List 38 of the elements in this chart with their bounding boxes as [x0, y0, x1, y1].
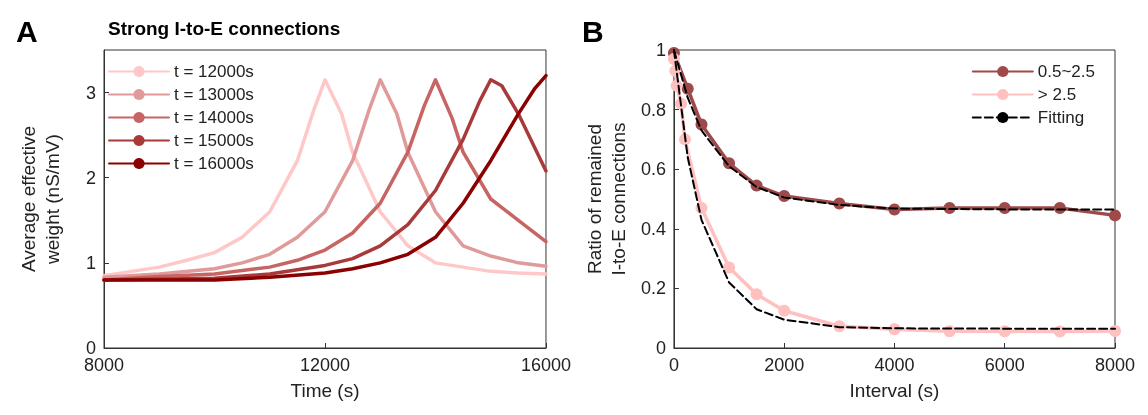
- point: [1109, 325, 1121, 338]
- point: [778, 304, 791, 317]
- y-axis-title: Ratio of remained I-to-E connections: [583, 122, 629, 276]
- x-tick-label: 8000: [83, 355, 125, 375]
- x-tick-label: 16000: [520, 355, 571, 375]
- x-axis-title: Interval (s): [849, 380, 940, 402]
- y-tick-label: 1: [85, 252, 96, 273]
- legend-label: t = 15000s: [174, 131, 254, 150]
- x-tick-label: 0: [668, 355, 679, 375]
- y-tick-label: 0.2: [640, 278, 666, 299]
- text: B: [582, 14, 604, 48]
- legend-label: 0.5~2.5: [1037, 62, 1096, 81]
- x-tick-label: 2000: [764, 355, 805, 375]
- legend-label: t = 13000s: [174, 85, 254, 104]
- point: [750, 288, 763, 301]
- y-tick-label: 0.6: [640, 159, 666, 180]
- y-tick-label: 1: [655, 40, 666, 60]
- y-tick-label: 0.4: [640, 218, 666, 239]
- y-tick-label: 0: [85, 338, 96, 358]
- chart-title: Strong I-to-E connections: [108, 18, 341, 39]
- x-tick-label: 12000: [299, 355, 351, 375]
- y-axis-title: Average effective weight (nS/mV): [17, 125, 63, 273]
- x-tick-label: 8000: [1094, 355, 1136, 375]
- y-tick-label: 2: [85, 167, 96, 188]
- y-tick-label: 0.8: [640, 99, 666, 120]
- x-axis-title: Time (s): [290, 380, 360, 402]
- legend-label: > 2.5: [1037, 85, 1077, 104]
- x-tick-label: 4000: [874, 355, 915, 375]
- y-tick-label: 3: [85, 82, 96, 103]
- text: A: [16, 14, 38, 48]
- x-tick-label: 6000: [984, 355, 1025, 375]
- legend-label: Fitting: [1037, 108, 1085, 127]
- point: [723, 261, 736, 274]
- point: [1109, 209, 1121, 222]
- legend-label: t = 14000s: [174, 108, 254, 127]
- y-tick-label: 0: [655, 338, 666, 358]
- legend-label: t = 12000s: [174, 62, 254, 81]
- legend-label: t = 16000s: [174, 154, 254, 173]
